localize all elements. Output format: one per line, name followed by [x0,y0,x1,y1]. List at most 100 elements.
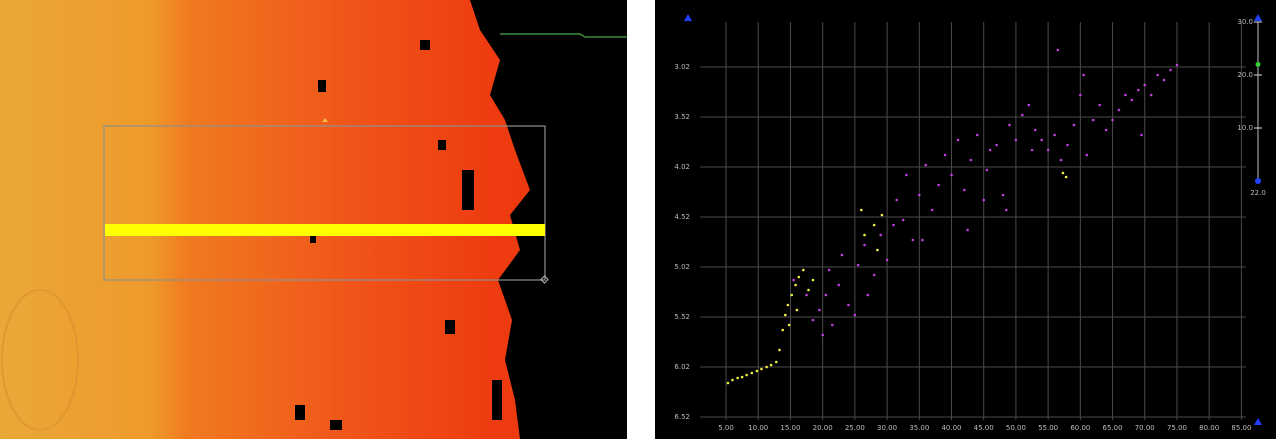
point [930,208,934,212]
point [866,293,870,297]
point [1079,93,1082,97]
x-tick-label: 20.00 [813,424,833,432]
point [892,223,895,227]
point [797,275,801,279]
point [1056,48,1060,52]
point [985,168,989,172]
point [807,288,810,292]
point [863,243,866,247]
point [1064,175,1068,179]
point [731,378,734,382]
point [1124,93,1127,97]
axis-marker[interactable] [684,14,692,21]
handle[interactable] [322,118,328,122]
point [824,293,828,297]
point [1027,103,1031,107]
y-tick-label: 5.02 [674,263,690,271]
axis-marker[interactable] [1254,418,1262,425]
point [1040,138,1043,142]
profile-line[interactable] [105,224,545,236]
point [805,293,808,297]
point [982,198,986,202]
point [876,248,879,252]
point [774,360,778,364]
scale-marker [1254,14,1262,21]
point [1137,88,1140,92]
point [943,153,947,157]
point [1091,118,1095,122]
x-tick-label: 40.00 [941,424,961,432]
point [1162,78,1166,82]
point [860,208,863,212]
point [966,228,969,232]
point [895,198,899,202]
point [1149,93,1153,97]
point [901,218,905,222]
point [1169,68,1172,72]
point [969,158,973,162]
scale-readout: 22.0 [1250,189,1266,197]
point [885,258,889,262]
point [837,283,841,287]
x-tick-label: 35.00 [909,424,929,432]
point [856,263,860,267]
point [1021,113,1024,117]
point [872,273,876,277]
point [975,133,979,137]
point [1030,148,1034,152]
point [853,313,857,317]
scale-marker [1255,178,1261,184]
x-tick-label: 65.00 [1103,424,1123,432]
scale-tick-label: 20.0 [1237,71,1253,79]
y-tick-label: 4.02 [674,163,690,171]
point [956,138,960,142]
point [783,313,787,317]
point [811,278,815,282]
point [1001,193,1005,197]
point [790,293,794,297]
holes [295,40,502,430]
point [917,193,921,197]
point [821,333,824,337]
point [905,173,908,177]
point [840,253,844,257]
point [778,348,781,352]
chart-panel [655,0,1276,439]
point [1053,133,1056,137]
x-tick-label: 55.00 [1038,424,1058,432]
no-data-area [470,0,627,439]
handle[interactable] [540,275,549,284]
x-tick-label: 30.00 [877,424,897,432]
terrain-feature [1,289,79,431]
point [1082,73,1085,77]
point [924,163,928,167]
point [988,148,992,152]
point [787,323,791,327]
point [1098,103,1101,107]
point [995,143,998,147]
point [1085,153,1089,157]
point [750,371,754,375]
point [1140,133,1143,137]
x-tick-label: 75.00 [1167,424,1187,432]
point [760,367,763,371]
point [1066,143,1069,147]
point [781,328,785,332]
x-tick-label: 85.00 [1231,424,1251,432]
x-tick-label: 45.00 [974,424,994,432]
point [1059,158,1063,162]
y-tick-label: 4.52 [674,213,690,221]
x-tick-label: 50.00 [1006,424,1026,432]
point [745,373,748,377]
scatter-plot: 3.02 3.52 4.02 4.52 5.02 5.52 6.02 6.52 5.00 10.0… [674,14,1266,432]
point [1072,123,1076,127]
x-tick-label: 5.00 [718,424,734,432]
point [1143,83,1147,87]
point [937,183,940,187]
point [740,375,744,379]
scale-readout-marker [1255,61,1261,67]
point [765,365,768,369]
selection-box[interactable] [103,125,546,281]
